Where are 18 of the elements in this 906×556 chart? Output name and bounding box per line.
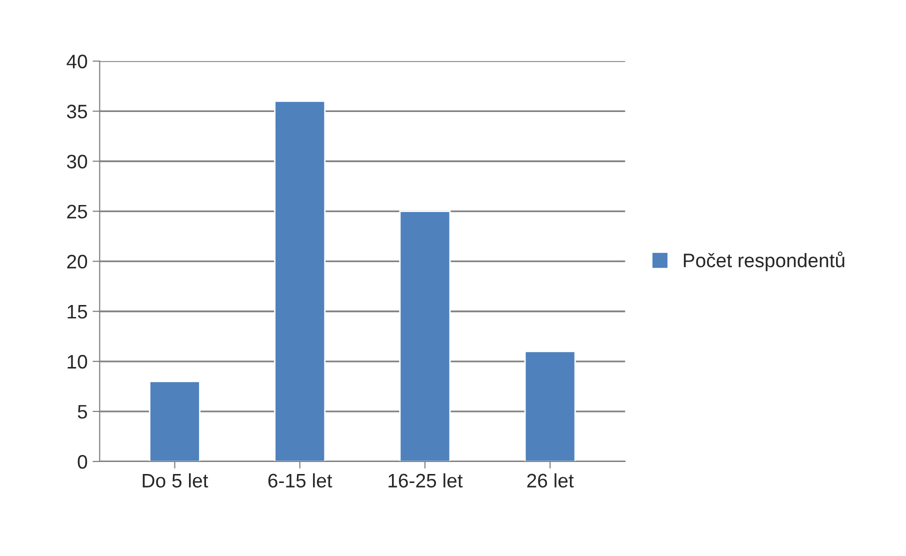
y-tick-label: 30 (66, 154, 88, 168)
y-tick-label: 10 (68, 354, 88, 369)
x-tick-label: 6-15 let (268, 473, 332, 488)
y-tick-label: 25 (67, 204, 88, 219)
legend-label: Počet respondentů (684, 251, 844, 272)
x-tick-label: Do 5 let (142, 473, 208, 488)
x-tick-label: 16-25 let (388, 473, 463, 488)
y-tick-label: 5 (78, 405, 88, 419)
bar (399, 210, 451, 462)
y-tick-label: 20 (67, 254, 88, 269)
y-tick-label: 35 (66, 104, 88, 118)
y-tick-label: 40 (66, 54, 88, 68)
bar (524, 350, 576, 462)
bar (274, 100, 326, 462)
y-tick-label: 15 (68, 305, 88, 319)
y-tick-label: 0 (78, 454, 88, 469)
bar (149, 380, 200, 462)
x-tick-label: 26 let (527, 473, 574, 488)
